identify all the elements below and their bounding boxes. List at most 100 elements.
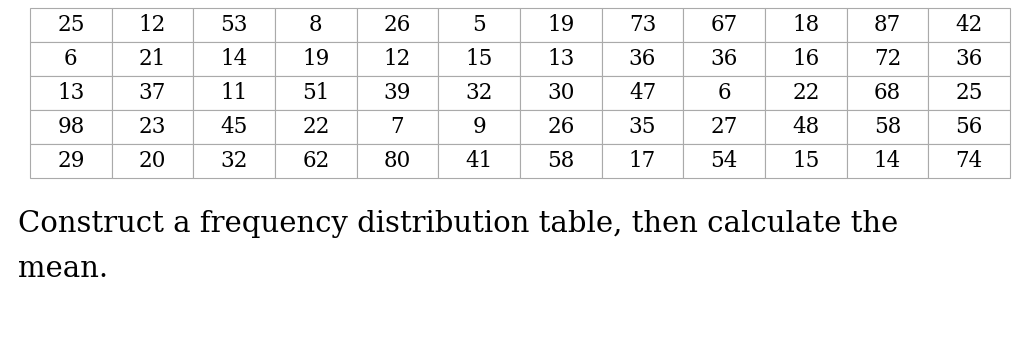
- Text: 20: 20: [139, 150, 167, 172]
- Text: 27: 27: [710, 116, 738, 138]
- Bar: [357, 144, 439, 178]
- Bar: [847, 8, 928, 42]
- Bar: [112, 110, 194, 144]
- Text: 87: 87: [874, 14, 901, 36]
- Text: 26: 26: [384, 14, 411, 36]
- Text: 14: 14: [220, 48, 247, 70]
- Bar: [275, 8, 357, 42]
- Text: 32: 32: [466, 82, 493, 104]
- Bar: [275, 110, 357, 144]
- Bar: [520, 144, 601, 178]
- Text: 35: 35: [628, 116, 656, 138]
- Bar: [520, 8, 601, 42]
- Text: 25: 25: [955, 82, 983, 104]
- Text: 53: 53: [220, 14, 248, 36]
- Text: 15: 15: [466, 48, 493, 70]
- Text: 30: 30: [548, 82, 574, 104]
- Text: 25: 25: [57, 14, 85, 36]
- Text: 23: 23: [139, 116, 167, 138]
- Text: 14: 14: [874, 150, 901, 172]
- Text: 98: 98: [57, 116, 85, 138]
- Bar: [601, 144, 683, 178]
- Text: 36: 36: [955, 48, 983, 70]
- Bar: [520, 42, 601, 76]
- Bar: [765, 110, 847, 144]
- Bar: [928, 110, 1010, 144]
- Text: 12: 12: [139, 14, 167, 36]
- Bar: [357, 8, 439, 42]
- Bar: [275, 42, 357, 76]
- Bar: [30, 42, 112, 76]
- Text: 16: 16: [792, 48, 820, 70]
- Text: 80: 80: [384, 150, 411, 172]
- Bar: [30, 76, 112, 110]
- Text: 36: 36: [629, 48, 656, 70]
- Bar: [683, 8, 765, 42]
- Bar: [194, 42, 275, 76]
- Text: 73: 73: [629, 14, 656, 36]
- Bar: [683, 42, 765, 76]
- Bar: [439, 144, 520, 178]
- Bar: [439, 110, 520, 144]
- Text: 13: 13: [548, 48, 574, 70]
- Text: 19: 19: [548, 14, 574, 36]
- Bar: [30, 8, 112, 42]
- Bar: [357, 76, 439, 110]
- Text: 19: 19: [302, 48, 329, 70]
- Text: 21: 21: [139, 48, 167, 70]
- Text: 5: 5: [472, 14, 486, 36]
- Bar: [275, 76, 357, 110]
- Bar: [112, 8, 194, 42]
- Bar: [765, 42, 847, 76]
- Text: 58: 58: [874, 116, 901, 138]
- Text: 11: 11: [220, 82, 247, 104]
- Text: 36: 36: [710, 48, 738, 70]
- Text: 17: 17: [629, 150, 656, 172]
- Bar: [847, 110, 928, 144]
- Bar: [928, 144, 1010, 178]
- Text: 22: 22: [792, 82, 820, 104]
- Bar: [112, 144, 194, 178]
- Bar: [194, 110, 275, 144]
- Text: 56: 56: [955, 116, 983, 138]
- Text: 47: 47: [629, 82, 656, 104]
- Bar: [928, 76, 1010, 110]
- Bar: [194, 144, 275, 178]
- Text: 67: 67: [711, 14, 738, 36]
- Text: 22: 22: [302, 116, 329, 138]
- Text: 13: 13: [57, 82, 85, 104]
- Text: 45: 45: [220, 116, 247, 138]
- Text: 37: 37: [139, 82, 167, 104]
- Bar: [601, 76, 683, 110]
- Bar: [847, 42, 928, 76]
- Bar: [357, 42, 439, 76]
- Bar: [683, 76, 765, 110]
- Text: 42: 42: [955, 14, 983, 36]
- Bar: [520, 76, 601, 110]
- Bar: [601, 8, 683, 42]
- Text: 15: 15: [792, 150, 820, 172]
- Bar: [194, 76, 275, 110]
- Bar: [928, 8, 1010, 42]
- Text: 8: 8: [309, 14, 323, 36]
- Text: 54: 54: [710, 150, 738, 172]
- Text: 68: 68: [874, 82, 901, 104]
- Text: 26: 26: [548, 116, 574, 138]
- Text: 41: 41: [466, 150, 493, 172]
- Text: 6: 6: [717, 82, 731, 104]
- Text: 48: 48: [792, 116, 820, 138]
- Text: 12: 12: [384, 48, 411, 70]
- Text: 72: 72: [874, 48, 901, 70]
- Bar: [439, 42, 520, 76]
- Text: 9: 9: [472, 116, 486, 138]
- Text: 39: 39: [384, 82, 411, 104]
- Bar: [765, 8, 847, 42]
- Bar: [520, 110, 601, 144]
- Bar: [683, 144, 765, 178]
- Bar: [357, 110, 439, 144]
- Bar: [928, 42, 1010, 76]
- Text: 74: 74: [955, 150, 983, 172]
- Bar: [847, 76, 928, 110]
- Text: 58: 58: [548, 150, 574, 172]
- Text: 51: 51: [302, 82, 329, 104]
